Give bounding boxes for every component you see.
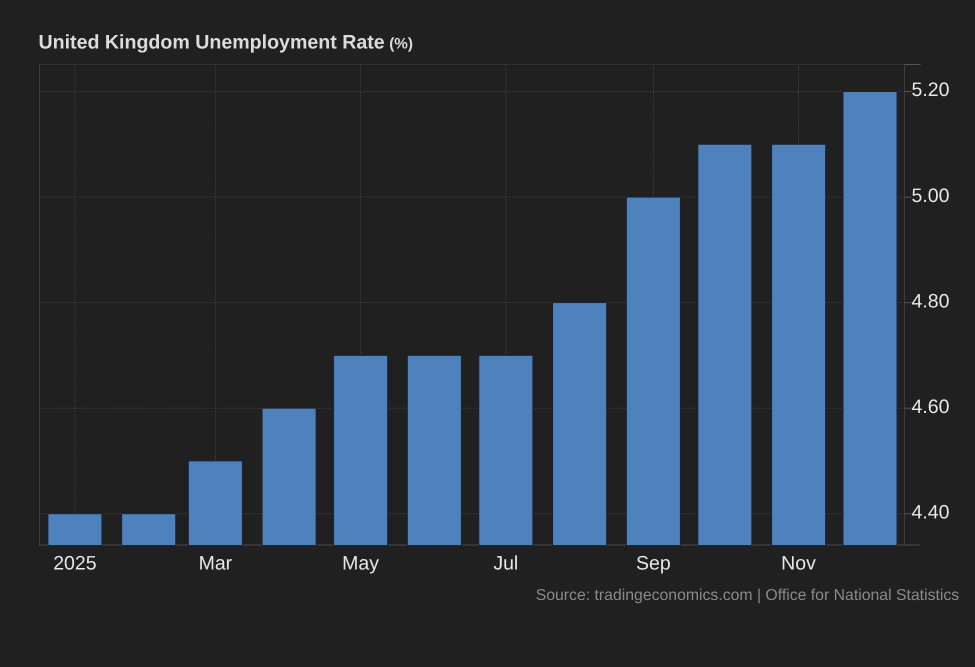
svg-text:4.80: 4.80 [912,290,950,312]
svg-text:5.00: 5.00 [912,185,950,207]
svg-text:Nov: Nov [781,553,816,575]
svg-text:Source: tradingeconomics.com |: Source: tradingeconomics.com | Office fo… [536,587,960,604]
svg-text:4.40: 4.40 [912,501,950,523]
svg-text:May: May [342,553,379,575]
svg-text:Mar: Mar [199,553,233,575]
svg-text:Sep: Sep [636,553,671,575]
svg-text:4.60: 4.60 [912,396,950,418]
svg-text:5.20: 5.20 [912,79,950,101]
svg-text:United Kingdom Unemployment Ra: United Kingdom Unemployment Rate (%) [39,32,413,54]
svg-text:2025: 2025 [53,553,97,575]
svg-text:Jul: Jul [493,553,518,575]
